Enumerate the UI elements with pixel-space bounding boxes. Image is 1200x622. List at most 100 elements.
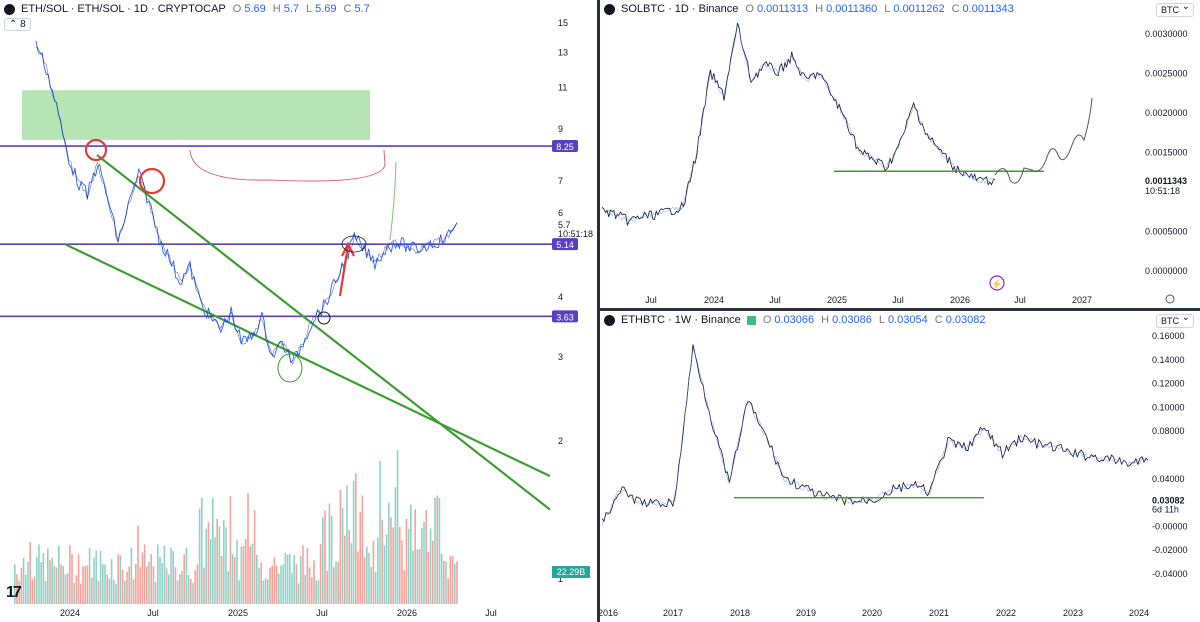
low-label: L — [878, 314, 885, 326]
volume-bar — [218, 526, 221, 604]
tradingview-logo-icon[interactable]: 17 — [6, 584, 22, 601]
volume-bar — [73, 583, 75, 604]
volume-bar — [190, 578, 192, 604]
volume-bar — [163, 545, 166, 604]
ethsol-price-wick — [35, 46, 458, 365]
volume-bar — [293, 555, 295, 604]
volume-bar — [64, 574, 67, 604]
volume-bar — [394, 487, 397, 604]
high-label: H — [821, 314, 830, 326]
volume-bar — [225, 527, 227, 604]
volume-bar — [407, 528, 410, 604]
volume-bar — [236, 540, 238, 604]
volume-bar — [216, 518, 218, 604]
ethbtc-title[interactable]: ETHBTC · 1W · Binance — [621, 314, 741, 326]
volume-bar — [374, 571, 377, 604]
current-price-label: 0.03082 — [1152, 496, 1185, 506]
target-bracket — [189, 149, 386, 182]
volume-bar — [379, 461, 381, 604]
solbtc-title[interactable]: SOLBTC · 1D · Binance — [621, 3, 739, 15]
solbtc-legend-header: SOLBTC · 1D · Binance O 0.0011313 H 0.0011… — [604, 3, 1014, 15]
volume-bar — [214, 537, 216, 604]
close-label: C — [951, 3, 960, 15]
volume-bar — [377, 537, 379, 604]
ethbtc-chart-canvas[interactable]: 0.16000 0.14000 0.12000 0.10000 0.08000 0.040… — [600, 311, 1200, 622]
upper-trendline — [96, 154, 551, 511]
x-axis-tick-label: 2016 — [600, 608, 618, 618]
volume-bar — [60, 564, 62, 604]
panel-divider-vertical[interactable] — [597, 0, 600, 622]
volume-bar — [161, 562, 163, 604]
y-axis-tick-label: 4 — [558, 292, 563, 302]
open-label: O — [232, 3, 242, 15]
volume-bar — [115, 583, 117, 604]
volume-bar — [449, 555, 452, 604]
ethsol-chart-panel[interactable]: 8.25 5.14 3.63 15 13 11 9 7 6 4 3 2 1 5.7 10:51:18 22.2… — [0, 0, 597, 622]
y-axis-tick-label: 0.08000 — [1152, 426, 1185, 436]
ethsol-title[interactable]: ETH/SOL · ETH/SOL · 1D · CRYPTOCAP — [21, 3, 226, 15]
x-axis-tick-label: 2026 — [950, 295, 970, 305]
volume-bar — [421, 527, 423, 604]
level-price-badge — [552, 238, 578, 251]
volume-bar — [106, 574, 108, 604]
y-axis-tick-label: 0.16000 — [1152, 331, 1185, 341]
volume-bar — [71, 554, 73, 604]
volume-bar — [91, 577, 93, 604]
y-axis-tick-label: 0.0030000 — [1145, 29, 1188, 39]
volume-bar — [38, 544, 40, 604]
symbol-logo-icon — [4, 3, 15, 15]
panel-divider-horizontal[interactable] — [600, 308, 1200, 311]
ethsol-chart-canvas[interactable]: 8.255.143.6315131197643215.710:51:1822.2… — [0, 0, 597, 622]
volume-bar — [251, 543, 254, 604]
volume-bar — [154, 581, 157, 604]
volume-bar — [86, 565, 89, 604]
y-axis-tick-label: 0.0005000 — [1145, 227, 1188, 237]
close-value: 0.03082 — [945, 314, 986, 326]
volume-bar — [84, 565, 86, 604]
volume-bar — [183, 554, 185, 604]
currency-unit-select[interactable]: BTC — [1156, 312, 1194, 328]
volume-bar — [181, 570, 183, 604]
volume-bar — [427, 551, 430, 604]
y-axis-tick-label: 0.0015000 — [1145, 148, 1188, 158]
x-axis-tick-label: 2017 — [663, 608, 683, 618]
high-value: 5.7 — [283, 3, 299, 15]
volume-bar — [245, 538, 247, 604]
x-axis-tick-label: 2025 — [827, 295, 847, 305]
solbtc-chart-canvas[interactable]: 0.0030000 0.0025000 0.0020000 0.0015000 0.00… — [600, 0, 1200, 308]
y-axis-tick-label: 9 — [558, 124, 563, 134]
level-price-badge — [552, 140, 578, 153]
volume-bar — [256, 554, 258, 604]
open-label: O — [762, 314, 772, 326]
x-axis-tick-label: Jul — [485, 608, 497, 618]
x-axis-tick-label: Jul — [1014, 295, 1026, 305]
y-axis-tick-label: 6 — [558, 208, 563, 218]
volume-bar — [357, 551, 359, 604]
ethbtc-chart-panel[interactable]: 0.16000 0.14000 0.12000 0.10000 0.08000 0.040… — [600, 311, 1200, 622]
volume-bar — [438, 497, 441, 604]
projection-line — [389, 161, 397, 241]
volume-bar — [335, 561, 337, 604]
ethsol-legend-header: ETH/SOL · ETH/SOL · 1D · CRYPTOCAP O 5.69… — [4, 3, 370, 15]
x-axis-tick-label: 2021 — [929, 608, 949, 618]
flag-icon[interactable] — [746, 315, 756, 325]
indicators-collapse-button[interactable]: ⌃ 8 — [4, 18, 31, 31]
volume-bar — [291, 572, 293, 604]
volume-bar — [286, 554, 289, 604]
currency-unit-select[interactable]: BTC — [1156, 1, 1194, 17]
resistance-zone — [22, 90, 370, 140]
volume-bar — [99, 550, 102, 604]
volume-bar — [174, 567, 177, 604]
volume-bar — [271, 565, 273, 604]
volume-bar — [238, 580, 240, 604]
volume-bar — [16, 574, 18, 604]
solbtc-chart-panel[interactable]: 0.0030000 0.0025000 0.0020000 0.0015000 0.00… — [600, 0, 1200, 308]
volume-bar — [223, 520, 225, 604]
volume-bar — [80, 583, 82, 604]
open-value: 0.0011313 — [756, 3, 809, 15]
volume-bar — [401, 540, 403, 604]
volume-badge-label: 22.29B — [557, 567, 586, 577]
x-axis-tick-label: Jul — [147, 608, 159, 618]
volume-bar — [370, 566, 372, 604]
volume-bar — [381, 519, 383, 604]
